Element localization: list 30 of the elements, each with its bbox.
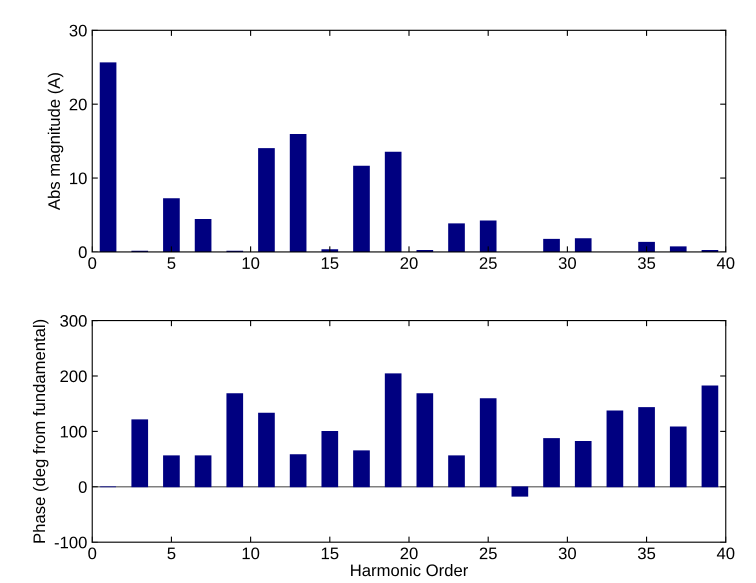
x-tick-label: 30 <box>558 257 576 270</box>
x-tick-label: 15 <box>322 257 338 270</box>
y-tick-label: 0 <box>78 246 87 258</box>
y-tick-label: -100 <box>54 536 87 548</box>
x-tick-label: 35 <box>638 547 656 560</box>
x-tick-label: 15 <box>322 548 338 560</box>
y-tick-label: 20 <box>70 98 87 110</box>
x-tick-label: 40 <box>716 257 734 270</box>
x-tick-label: 0 <box>88 257 96 270</box>
y-tick-label: 10 <box>70 172 87 184</box>
y-tick-label: 30 <box>69 24 87 37</box>
x-tick-label: 25 <box>480 257 497 270</box>
x-tick-label: 0 <box>88 547 96 560</box>
y-tick-label: 300 <box>60 315 87 327</box>
x-tick-label: 25 <box>480 547 497 560</box>
x-tick-label: 40 <box>716 547 734 560</box>
x-tick-label: 5 <box>167 257 176 270</box>
y-tick-label: 100 <box>60 426 87 438</box>
y-tick-label: 0 <box>78 481 87 493</box>
x-tick-label: 5 <box>167 548 176 560</box>
y-tick-label: 200 <box>60 370 87 382</box>
x-tick-label: 35 <box>638 257 656 270</box>
y-axis-title: Phase (deg from fundamental) <box>32 320 48 543</box>
x-tick-label: 10 <box>242 257 260 270</box>
y-axis-title: Abs magnitude (A) <box>48 73 64 210</box>
x-tick-label: 30 <box>558 547 576 560</box>
x-tick-label: 20 <box>400 257 418 270</box>
x-axis-title: Harmonic Order <box>351 564 468 576</box>
x-tick-label: 20 <box>400 547 418 560</box>
x-tick-label: 10 <box>242 547 260 560</box>
